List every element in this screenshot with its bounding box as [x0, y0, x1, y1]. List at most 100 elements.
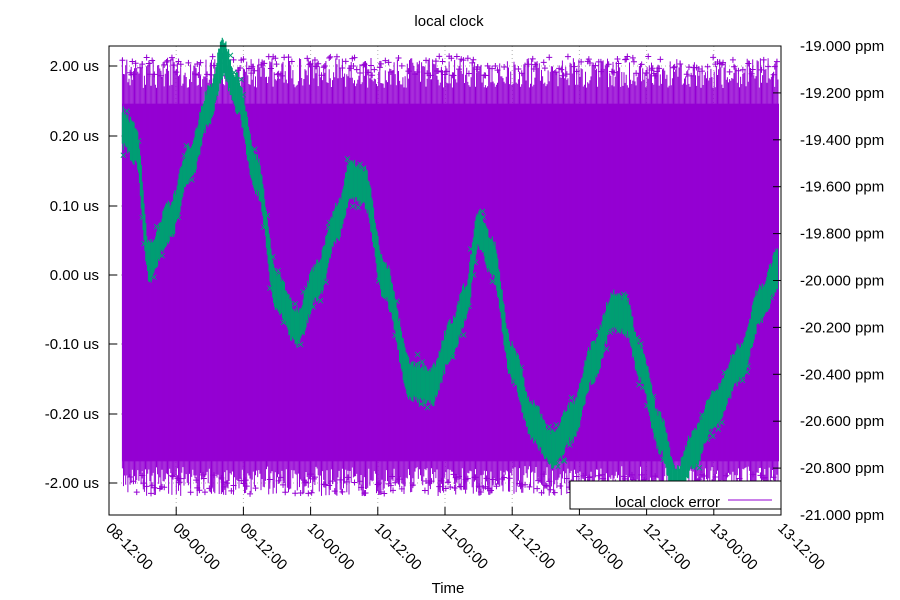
x-axis-label: Time [432, 580, 465, 597]
point-marker [595, 472, 602, 479]
freq-marker [175, 214, 182, 221]
point-marker [395, 55, 402, 62]
point-marker [487, 487, 494, 494]
freq-marker [151, 274, 157, 281]
point-marker [329, 478, 336, 485]
point-marker [735, 67, 742, 74]
point-marker [163, 58, 170, 65]
point-marker [649, 65, 656, 72]
point-marker [237, 65, 244, 72]
point-marker [493, 483, 500, 490]
point-marker [723, 472, 730, 479]
freq-marker [159, 252, 165, 259]
point-marker [645, 53, 652, 60]
freq-marker [251, 146, 258, 153]
point-marker [129, 58, 136, 65]
point-marker [492, 63, 499, 70]
point-marker [460, 57, 467, 64]
point-marker [540, 59, 547, 66]
freq-marker [269, 254, 276, 260]
x-tick-label: 12-00:00 [573, 520, 627, 574]
point-marker [321, 481, 328, 488]
point-marker [209, 53, 216, 60]
point-marker [546, 54, 553, 61]
point-marker [465, 70, 472, 77]
freq-marker [240, 91, 246, 98]
point-marker [699, 68, 706, 75]
point-marker [657, 56, 664, 63]
y-right-tick-label: -19.800 ppm [800, 226, 884, 243]
point-marker [442, 485, 449, 492]
x-tick-label: 13-00:00 [707, 520, 761, 574]
point-marker [282, 489, 289, 496]
point-marker [436, 483, 443, 490]
point-marker [388, 473, 395, 480]
point-marker [321, 62, 328, 69]
point-marker [445, 479, 452, 486]
point-marker [143, 54, 150, 61]
freq-marker [460, 332, 467, 338]
y-right-axis: -19.000 ppm -19.200 ppm -19.400 ppm -19.600… [773, 38, 884, 524]
freq-marker [135, 138, 142, 144]
point-marker [221, 483, 228, 490]
point-marker [765, 63, 772, 70]
point-marker [132, 60, 139, 67]
freq-marker [355, 204, 362, 211]
freq-marker [264, 212, 271, 219]
point-marker [421, 487, 428, 494]
y-left-tick-label: 2.00 us [50, 58, 99, 75]
point-marker [475, 483, 482, 490]
x-tick-label: 11-00:00 [438, 520, 491, 573]
point-marker [447, 484, 454, 491]
point-marker [249, 63, 256, 70]
point-marker [552, 69, 559, 76]
point-marker [638, 61, 645, 68]
freq-marker [310, 304, 317, 310]
freq-marker [466, 303, 472, 309]
point-marker [351, 54, 358, 61]
point-marker [585, 56, 592, 63]
point-marker [272, 55, 279, 62]
point-marker [362, 489, 369, 496]
freq-marker [297, 341, 304, 348]
point-marker [119, 57, 126, 64]
point-marker [261, 60, 268, 67]
y-right-tick-label: -20.000 ppm [800, 273, 884, 290]
point-marker [243, 483, 250, 490]
point-marker [171, 62, 178, 69]
point-marker [223, 480, 230, 487]
point-marker [195, 71, 202, 78]
point-marker [127, 474, 134, 481]
point-marker [210, 472, 217, 479]
point-marker [710, 54, 717, 61]
point-marker [376, 64, 383, 71]
point-marker [210, 62, 217, 69]
point-marker [464, 475, 471, 482]
point-marker [435, 68, 442, 75]
point-marker [230, 56, 237, 63]
point-marker [585, 474, 592, 481]
point-marker [586, 59, 593, 66]
point-marker [168, 54, 175, 61]
point-marker [482, 72, 489, 79]
point-marker [337, 476, 344, 483]
point-marker [339, 65, 346, 72]
point-marker [540, 471, 547, 478]
point-marker [185, 59, 192, 66]
point-marker [456, 66, 463, 73]
freq-marker [448, 353, 454, 359]
freq-marker [280, 319, 287, 326]
point-marker [452, 474, 459, 481]
point-marker [176, 479, 183, 486]
y-left-tick-label: 0.00 us [50, 267, 99, 284]
x-tick-label: 08-12:00 [102, 520, 156, 574]
point-marker [267, 65, 274, 72]
point-marker [515, 66, 522, 73]
point-marker [326, 54, 333, 61]
point-marker [559, 72, 566, 79]
y-right-tick-label: -20.800 ppm [800, 460, 884, 477]
y-left-tick-label: 0.10 us [50, 198, 99, 215]
freq-marker [707, 429, 713, 436]
point-marker [670, 64, 677, 71]
point-marker [275, 477, 282, 484]
